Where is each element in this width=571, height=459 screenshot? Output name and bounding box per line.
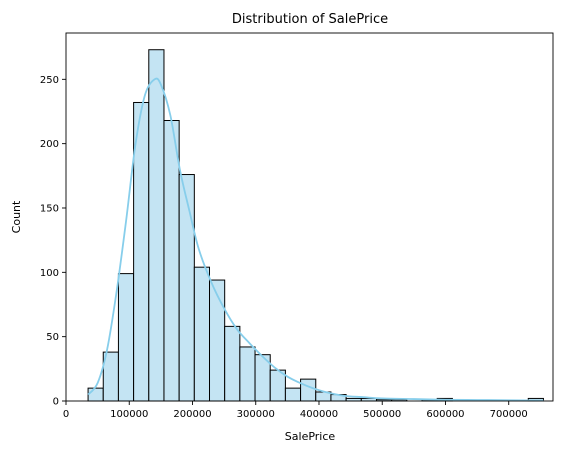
histogram-bar: [163, 119, 180, 402]
x-tick-label: 500000: [363, 409, 401, 420]
y-tick-label: 50: [46, 332, 59, 343]
histogram-bar: [117, 273, 135, 402]
histogram-bar: [284, 387, 302, 402]
y-tick-label: 100: [40, 268, 59, 279]
y-axis-label: Count: [10, 200, 23, 233]
x-tick-label: 100000: [110, 409, 148, 420]
y-tick-label: 150: [40, 203, 59, 214]
y-tick-label: 200: [40, 139, 59, 150]
y-tick-label: 0: [53, 397, 59, 408]
chart-title: Distribution of SalePrice: [232, 12, 388, 27]
histogram-bar: [178, 174, 195, 402]
x-tick-label: 200000: [173, 409, 211, 420]
histogram-bar: [87, 387, 104, 402]
histogram-bar: [148, 49, 165, 402]
x-tick-label: 300000: [237, 409, 275, 420]
histogram-bar: [193, 266, 211, 402]
x-tick-label: 600000: [426, 409, 464, 420]
y-axis-ticks: 0 50 100 150 200 250: [40, 75, 66, 408]
kde-curve: [87, 77, 544, 402]
histogram-bar: [224, 325, 241, 402]
x-axis-label: SalePrice: [285, 430, 336, 443]
histogram-bar: [239, 346, 256, 402]
histogram-bar: [300, 378, 317, 402]
histogram-bar: [209, 279, 226, 402]
x-tick-label: 700000: [490, 409, 528, 420]
plot-frame: [65, 32, 554, 402]
x-tick-label: 0: [63, 409, 69, 420]
histogram-bars: [87, 49, 544, 402]
x-tick-label: 400000: [300, 409, 338, 420]
x-axis-ticks: 0 100000 200000 300000 400000 500000 600000 700…: [63, 401, 528, 420]
y-tick-label: 250: [40, 75, 59, 86]
